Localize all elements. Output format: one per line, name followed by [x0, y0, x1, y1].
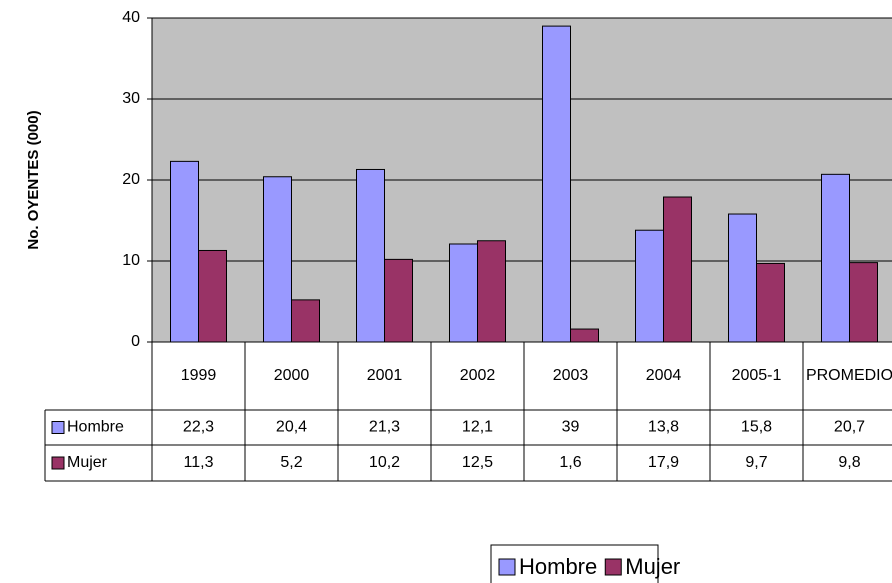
- bar: [384, 258, 413, 343]
- y-tick-label: 40: [122, 9, 140, 26]
- bar: [477, 240, 506, 343]
- x-tick-label: 2002: [459, 366, 496, 384]
- bar: [198, 249, 227, 343]
- x-tick-label: 2000: [273, 366, 310, 384]
- category-cell: 2002: [459, 366, 496, 384]
- x-tick-label: PROMEDIO: [805, 366, 892, 384]
- legend-label: Mujer: [625, 554, 680, 579]
- table-value: 9,7: [745, 454, 767, 471]
- table-value: 22,3: [183, 419, 214, 436]
- table-value: 17,9: [648, 454, 679, 471]
- bar: [356, 168, 385, 343]
- legend-label: Hombre: [519, 554, 597, 579]
- category-cell: 2005-1: [731, 366, 782, 384]
- bar: [449, 243, 478, 343]
- x-tick-label: 1999: [180, 366, 217, 384]
- y-tick-label: 10: [122, 252, 140, 269]
- table-value: 21,3: [369, 419, 400, 436]
- x-tick-label: 2004: [645, 366, 682, 384]
- bar: [663, 196, 692, 343]
- bar: [849, 262, 878, 343]
- x-tick-label: 2003: [552, 366, 589, 384]
- table-value: 39: [562, 419, 580, 436]
- x-tick-label: 2001: [366, 366, 403, 384]
- table-series-label: Hombre: [67, 419, 124, 436]
- bar: [635, 229, 664, 343]
- table-value: 20,4: [276, 419, 307, 436]
- category-cell: 2004: [645, 366, 682, 384]
- category-cell: 2001: [366, 366, 403, 384]
- table-value: 9,8: [838, 454, 860, 471]
- category-cell: 2003: [552, 366, 589, 384]
- table-value: 11,3: [184, 454, 214, 471]
- table-value: 10,2: [369, 454, 400, 471]
- y-axis-label: No. OYENTES (000): [25, 110, 42, 249]
- legend-key: [51, 421, 65, 434]
- table-value: 12,5: [462, 454, 493, 471]
- y-tick-label: 20: [122, 171, 140, 188]
- table-series-label: Mujer: [67, 454, 108, 471]
- bar: [542, 25, 571, 343]
- bar: [821, 173, 850, 343]
- bar: [291, 299, 320, 343]
- y-tick-label: 30: [122, 90, 140, 107]
- category-cell: 1999: [180, 366, 217, 384]
- table-value: 20,7: [834, 419, 865, 436]
- category-cell: 2000: [273, 366, 310, 384]
- bar: [570, 328, 599, 343]
- table-value: 15,8: [741, 419, 772, 436]
- category-cell: PROMEDIO: [805, 366, 892, 384]
- y-tick-label: 0: [131, 333, 140, 350]
- bar: [728, 213, 757, 343]
- table-value: 12,1: [462, 419, 493, 436]
- legend-key: [604, 558, 622, 576]
- legend-key: [498, 558, 516, 576]
- table-value: 13,8: [648, 419, 679, 436]
- table-value: 5,2: [280, 454, 302, 471]
- x-tick-label: 2005-1: [731, 366, 782, 384]
- bar: [170, 160, 199, 343]
- legend-key: [51, 456, 65, 470]
- legend-box: [490, 544, 659, 583]
- bar: [756, 262, 785, 343]
- table-value: 1,6: [559, 454, 581, 471]
- bar: [263, 176, 292, 343]
